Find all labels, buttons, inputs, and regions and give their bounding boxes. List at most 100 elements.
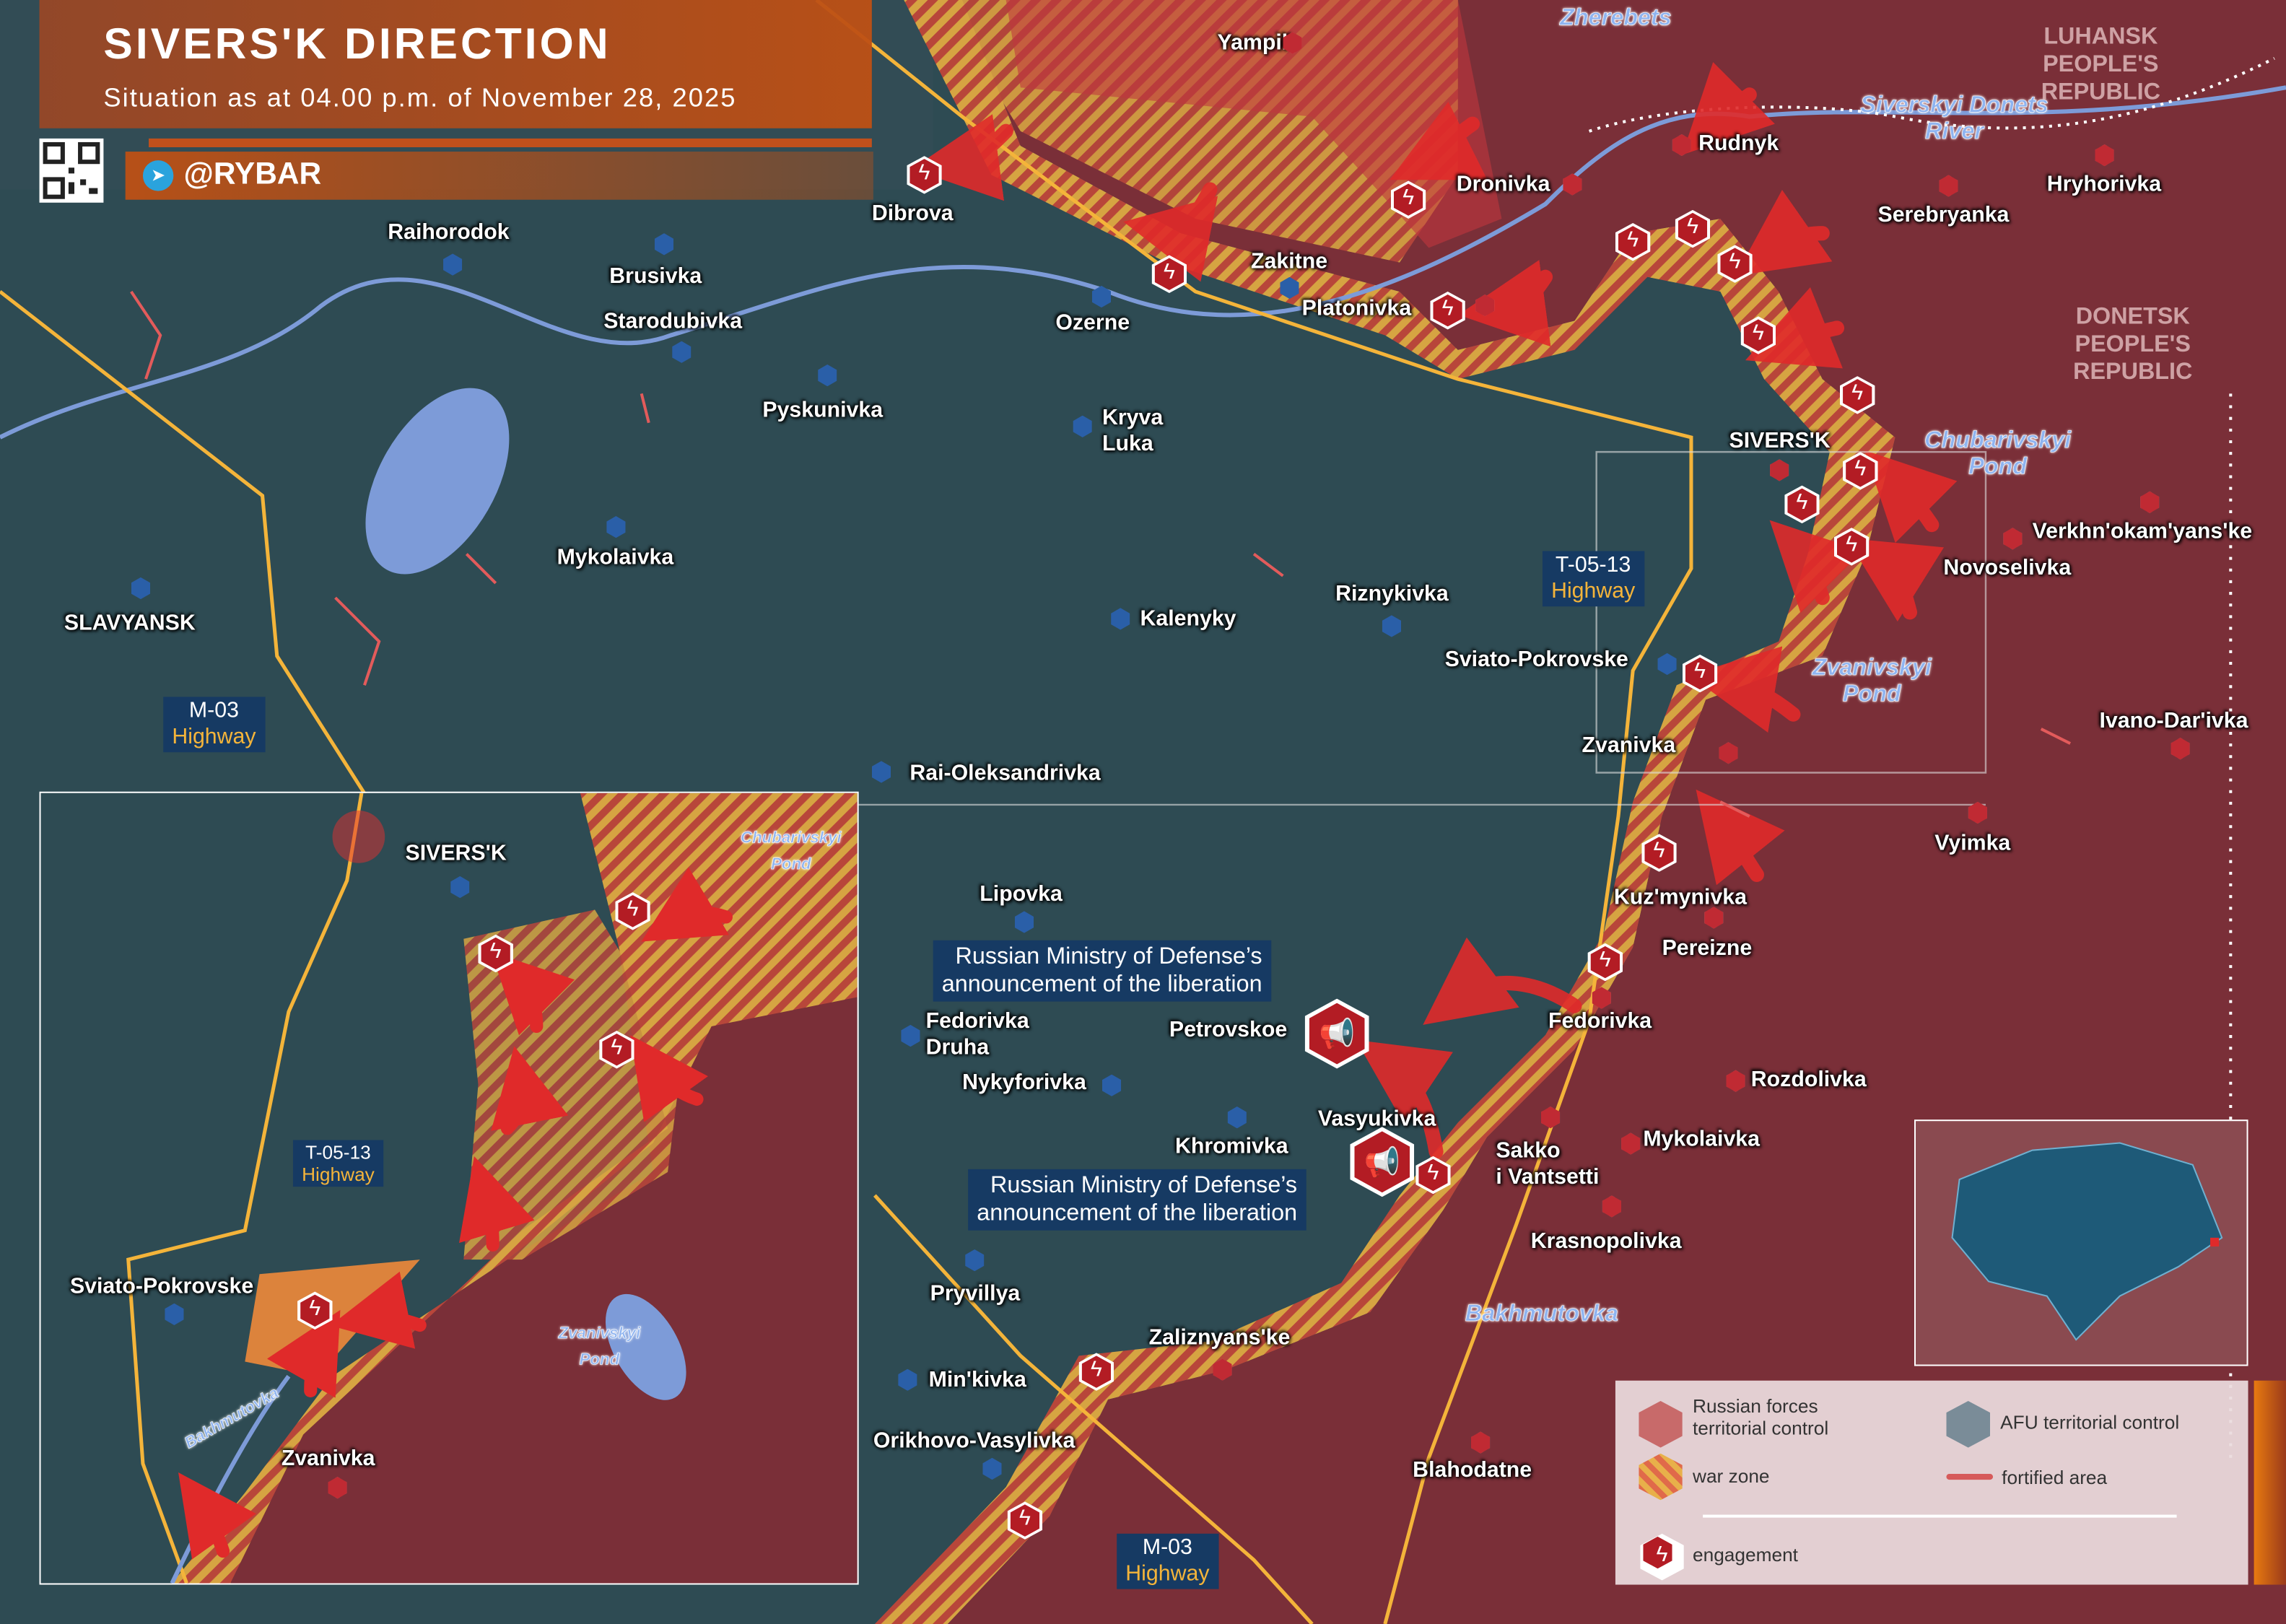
settlement-label: Zvanivka [1582,733,1676,759]
settlement-label: Lipovka [980,881,1063,907]
highway-code: T-05-13 [1555,552,1631,577]
settlement-label: Blahodatne [1413,1457,1532,1483]
region-luhansk: LUHANSK PEOPLE'S REPUBLIC [2041,25,2160,105]
highway-label-t0513: T-05-13 Highway [1542,551,1644,607]
legend-fortified-swatch [1946,1474,1994,1480]
afu-settlement-marker [818,364,837,387]
war-zone-band [874,0,1895,1624]
settlement-label: Petrovskoe [1169,1017,1288,1043]
settlement-label: Sviato-Pokrovske [1444,647,1628,673]
legend-war-zone-label: war zone [1692,1464,1770,1488]
lightning-icon: ϟ [1694,658,1706,684]
settlement-label: Raihorodok [388,219,510,245]
inset-highway-label: T-05-13 Highway [292,1140,383,1187]
settlement-label: Orikhovo-Vasylivka [873,1428,1076,1454]
russian-settlement-marker [1475,294,1495,317]
settlement-label: Fedorivka Druha [925,1008,1029,1060]
engagement-icon[interactable]: ϟ [907,156,942,194]
lightning-icon: ϟ [1851,380,1864,406]
announcement-icon: 📢 [1319,1018,1356,1052]
settlement-label: Rudnyk [1698,131,1779,157]
settlement-label: Sakko i Vantsetti [1496,1138,1600,1190]
highway-label-m03-north: M-03 Highway [163,697,265,753]
region-donetsk: DONETSK PEOPLE'S REPUBLIC [2073,305,2193,385]
settlement-label: Ozerne [1055,310,1130,336]
settlement-label: Kryva Luka [1101,405,1164,457]
afu-settlement-marker [1382,615,1402,637]
lightning-icon: ϟ [1796,489,1808,515]
page-subtitle: Situation as at 04.00 p.m. of November 2… [103,83,737,113]
highway-code: M-03 [1142,1534,1192,1560]
water-body-label: Siverskyi Donets River [1860,93,2049,144]
telegram-icon: ➤ [142,160,174,191]
lightning-icon: ϟ [1427,1160,1439,1186]
engagement-icon[interactable]: ϟ [1007,1501,1043,1540]
highway-code: M-03 [188,698,239,723]
page-title: SIVERS'K DIRECTION [103,20,611,69]
settlement-label: Rai-Oleksandrivka [909,761,1101,786]
highway-code: T-05-13 [305,1141,371,1164]
settlement-label: Pyskunivka [762,398,884,423]
settlement-label: Brusivka [609,263,702,289]
legend: Russian forces territorial control AFU t… [1615,1380,2248,1585]
legend-russian-label: Russian forces territorial control [1692,1394,1829,1439]
settlement-label: Rozdolivka [1750,1067,1867,1092]
legend-fortified-label: fortified area [2002,1466,2108,1489]
legend-accent-bar [2254,1380,2286,1585]
settlement-label: Min'kivka [928,1367,1026,1392]
afu-settlement-marker [1280,276,1299,300]
inset-map-base [40,793,858,1584]
lightning-icon: ϟ [1599,947,1611,973]
afu-settlement-marker [1091,285,1112,308]
brand-bar[interactable]: ➤ @RYBAR [125,152,873,200]
legend-divider [1703,1514,2177,1518]
legend-engagement-icon: ϟ [1640,1533,1684,1581]
lightning-icon: ϟ [1441,296,1454,321]
lightning-icon: ϟ [1653,838,1665,863]
lightning-icon: ϟ [1846,532,1858,557]
lightning-icon: ϟ [1686,214,1699,240]
lightning-icon: ϟ [1163,259,1175,284]
settlement-label: Krasnopolivka [1530,1228,1682,1254]
legend-engagement-label: engagement [1692,1543,1798,1566]
settlement-label: Ivano-Dar'ivka [2099,708,2248,733]
settlement-label: Vasyukivka [1317,1106,1436,1132]
attack-arrows [911,61,1958,1159]
water-body-label: Chubarivskyi Pond [1924,428,2072,480]
water-body-label: Zvanivskyi Pond [1812,655,1932,707]
legend-afu-label: AFU territorial control [2000,1411,2180,1433]
settlement-label: Vyimka [1934,831,2011,856]
water-body-label: Bakhmutovka [1465,1301,1619,1327]
inset-map-siversk: SIVERS'K Sviato-Pokrovske Zvanivka Chuba… [39,791,859,1585]
lightning-icon: ϟ [1752,320,1764,346]
settlement-label: SLAVYANSK [64,611,196,636]
qr-code[interactable] [39,138,104,203]
lightning-icon: ϟ [1018,1506,1031,1531]
lightning-icon: ϟ [1729,249,1741,274]
settlement-label: Verkhn'okam'yans'ke [2032,519,2253,544]
settlement-label: Mykolaivka [557,545,674,570]
highway-label-m03-south: M-03 Highway [1117,1533,1218,1589]
settlement-label: Dibrova [871,201,954,227]
settlement-label: Riznykivka [1335,581,1449,607]
settlement-label: Fedorivka [1548,1008,1652,1034]
settlement-label: SIVERS'K [1729,428,1831,454]
highway-type: Highway [172,724,256,750]
settlement-label: Zaliznyans'ke [1148,1324,1291,1350]
brand-handle: @RYBAR [183,157,322,191]
header-divider [149,138,872,147]
liberation-callout-petrovskoe: Russian Ministry of Defense’s announceme… [933,940,1271,1002]
settlement-label: Kuz'mynivka [1613,885,1747,910]
lightning-icon: ϟ [918,160,930,185]
settlement-label: Zakitne [1250,249,1328,274]
settlement-label: Platonivka [1301,296,1412,321]
header-banner: SIVERS'K DIRECTION Situation as at 04.00… [39,0,872,128]
inset-label-sviato-pokrovske: Sviato-Pokrovske [69,1274,254,1299]
liberation-callout-vasyukivka: Russian Ministry of Defense’s announceme… [968,1169,1306,1231]
settlement-label: Nykyforivka [962,1070,1086,1095]
engagement-icon[interactable]: ϟ [1839,376,1875,414]
settlement-label: Serebryanka [1877,202,2010,228]
settlement-label: Dronivka [1456,172,1550,197]
legend-war-zone-swatch [1639,1453,1683,1501]
